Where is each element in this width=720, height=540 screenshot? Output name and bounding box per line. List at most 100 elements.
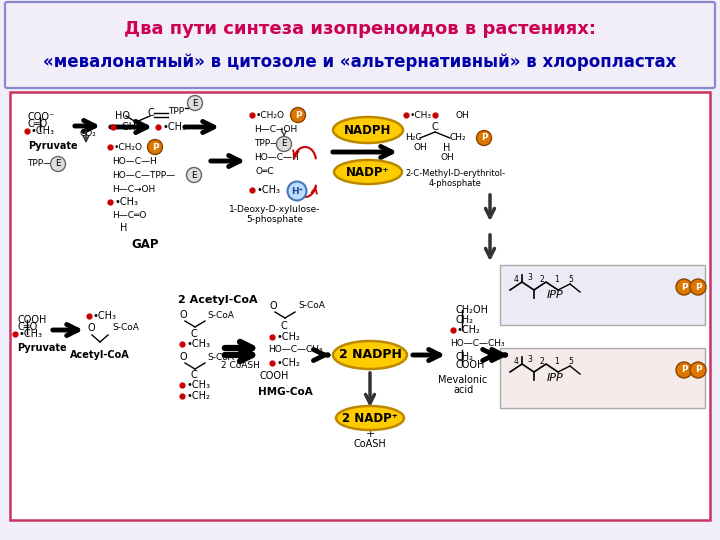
Text: H—C═O: H—C═O xyxy=(112,212,146,220)
Text: HO—C—H: HO—C—H xyxy=(254,153,299,163)
Text: TPP: TPP xyxy=(168,107,184,117)
Text: E: E xyxy=(192,98,198,107)
Ellipse shape xyxy=(336,406,404,430)
Text: NADPH: NADPH xyxy=(344,124,392,137)
Text: Mevalonic: Mevalonic xyxy=(438,375,487,385)
Circle shape xyxy=(186,167,202,183)
FancyBboxPatch shape xyxy=(5,2,715,88)
Text: «мевалонатный» в цитозоле и «альтернативный» в хлоропластах: «мевалонатный» в цитозоле и «альтернатив… xyxy=(43,53,677,71)
Text: acid: acid xyxy=(453,385,473,395)
Text: 4-phosphate: 4-phosphate xyxy=(428,179,482,187)
Text: 1-Deoxy-D-xylulose-: 1-Deoxy-D-xylulose- xyxy=(229,206,320,214)
Text: •CH₂: •CH₂ xyxy=(186,391,210,401)
Text: 2 Acetyl-CoA: 2 Acetyl-CoA xyxy=(178,295,258,305)
Text: Pyruvate: Pyruvate xyxy=(17,343,67,353)
Text: 2: 2 xyxy=(540,356,545,366)
Text: CH₂: CH₂ xyxy=(455,315,473,325)
Text: •CH₃: •CH₃ xyxy=(30,126,54,136)
Text: S-CoA: S-CoA xyxy=(112,323,139,333)
Text: E: E xyxy=(282,139,287,148)
Text: OH: OH xyxy=(413,144,427,152)
Text: HMG-CoA: HMG-CoA xyxy=(258,387,312,397)
Text: •CH₃: •CH₃ xyxy=(186,339,210,349)
Circle shape xyxy=(287,181,307,200)
Text: C═O: C═O xyxy=(17,322,37,332)
Text: COO⁻: COO⁻ xyxy=(28,112,55,122)
Text: 5: 5 xyxy=(568,356,573,366)
Circle shape xyxy=(676,362,692,378)
Text: P: P xyxy=(680,366,688,375)
Circle shape xyxy=(290,107,305,123)
Text: •CH₃: •CH₃ xyxy=(186,380,210,390)
Ellipse shape xyxy=(333,117,403,143)
Text: •CH₂: •CH₂ xyxy=(276,358,300,368)
Text: COOH: COOH xyxy=(259,371,289,381)
Text: H—C→OH: H—C→OH xyxy=(112,185,156,193)
Text: OH: OH xyxy=(440,153,454,163)
Text: H⁺: H⁺ xyxy=(291,186,303,195)
Text: H—C→OH: H—C→OH xyxy=(254,125,297,134)
Text: 2 NADPH: 2 NADPH xyxy=(338,348,402,361)
Text: H₂C: H₂C xyxy=(405,133,422,143)
Text: H: H xyxy=(120,223,127,233)
Text: S-CoA: S-CoA xyxy=(207,353,234,361)
Text: NADP⁺: NADP⁺ xyxy=(346,165,390,179)
Text: Два пути синтеза изопреноидов в растениях:: Два пути синтеза изопреноидов в растения… xyxy=(124,20,596,38)
Circle shape xyxy=(148,139,163,154)
Text: HO: HO xyxy=(115,111,130,121)
Text: C═O: C═O xyxy=(28,119,48,129)
Text: •CH₂O: •CH₂O xyxy=(114,143,143,152)
Text: COOH: COOH xyxy=(455,360,485,370)
Text: 4: 4 xyxy=(514,274,519,284)
Text: •CH₃: •CH₃ xyxy=(114,197,138,207)
Text: •CH₂O: •CH₂O xyxy=(256,111,285,119)
Text: •CH₃: •CH₃ xyxy=(93,311,117,321)
Text: 2: 2 xyxy=(540,274,545,284)
Text: CH₂OH: CH₂OH xyxy=(455,305,488,315)
Circle shape xyxy=(50,157,66,172)
Text: C: C xyxy=(148,108,155,118)
Text: C: C xyxy=(191,329,197,339)
Text: O═C: O═C xyxy=(256,167,274,177)
Text: 2 CoASH: 2 CoASH xyxy=(220,361,259,370)
Text: P: P xyxy=(294,111,301,119)
Circle shape xyxy=(477,131,492,145)
Text: 5-phosphate: 5-phosphate xyxy=(246,215,303,225)
Text: 4: 4 xyxy=(514,356,519,366)
Text: +: + xyxy=(365,429,374,439)
Text: CH₂: CH₂ xyxy=(450,133,467,143)
Text: S-CoA: S-CoA xyxy=(207,310,234,320)
Text: TPP—: TPP— xyxy=(27,159,52,168)
Circle shape xyxy=(676,279,692,295)
Text: O: O xyxy=(270,301,278,311)
Text: OH: OH xyxy=(455,111,469,119)
Text: TPP—: TPP— xyxy=(254,139,279,148)
Text: 2 NADP⁺: 2 NADP⁺ xyxy=(342,411,398,424)
Text: •CH₃: •CH₃ xyxy=(117,122,141,132)
Text: IPP: IPP xyxy=(546,373,563,383)
Text: P: P xyxy=(481,133,487,143)
Text: CO₂: CO₂ xyxy=(80,130,97,138)
Text: 3: 3 xyxy=(527,355,532,364)
Text: C: C xyxy=(431,122,438,132)
Text: O: O xyxy=(87,323,94,333)
Text: COOH: COOH xyxy=(17,315,46,325)
Text: •CH₃: •CH₃ xyxy=(256,185,280,195)
Circle shape xyxy=(187,96,202,111)
Text: GAP: GAP xyxy=(131,238,158,251)
Text: •CH₃: •CH₃ xyxy=(410,111,432,119)
Ellipse shape xyxy=(333,341,407,369)
Text: C: C xyxy=(191,370,197,380)
Text: 3: 3 xyxy=(527,273,532,282)
Text: 2-C-Methyl-D-erythritol-: 2-C-Methyl-D-erythritol- xyxy=(405,168,505,178)
FancyBboxPatch shape xyxy=(500,265,705,325)
Text: 1: 1 xyxy=(554,357,559,367)
Text: S-CoA: S-CoA xyxy=(298,301,325,310)
Text: HO—C—TPP—: HO—C—TPP— xyxy=(112,171,175,179)
Text: HO—C—CH₃: HO—C—CH₃ xyxy=(268,346,323,354)
Text: •CH₂: •CH₂ xyxy=(276,332,300,342)
Circle shape xyxy=(690,279,706,295)
Text: 5: 5 xyxy=(568,274,573,284)
Text: •CH₃: •CH₃ xyxy=(162,122,186,132)
Text: 1: 1 xyxy=(554,275,559,285)
